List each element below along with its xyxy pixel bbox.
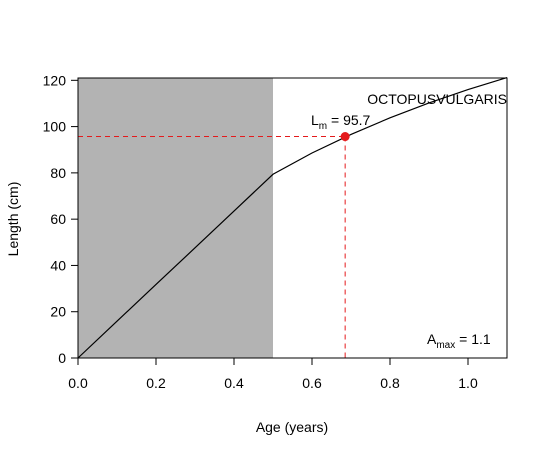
y-tick-label: 80 (50, 165, 66, 181)
lm-value: = 95.7 (327, 112, 370, 128)
growth-curve-line (77, 76, 508, 359)
plot-area (77, 76, 508, 359)
x-tick-label: 0.0 (68, 375, 88, 391)
y-tick-label: 120 (43, 72, 67, 88)
lm-annotation: Lm = 95.7 (311, 112, 371, 132)
y-tick-label: 0 (58, 350, 66, 366)
x-tick-label: 0.4 (224, 375, 244, 391)
maturity-point (340, 132, 350, 142)
amax-subscript: max (436, 340, 455, 351)
lm-symbol: L (311, 112, 319, 128)
amax-annotation: Amax = 1.1 (427, 331, 491, 351)
x-tick-label: 1.0 (458, 375, 478, 391)
lm-subscript: m (319, 121, 327, 132)
axes: 0.0 0.2 0.4 0.6 0.8 1.0 0 20 40 60 80 100 120 (43, 72, 508, 391)
shaded-region (78, 78, 273, 358)
amax-symbol: A (427, 331, 437, 347)
y-tick-label: 60 (50, 211, 66, 227)
species-label: OCTOPUSVULGARIS (367, 91, 507, 107)
y-tick-label: 20 (50, 304, 66, 320)
x-tick-label: 0.2 (146, 375, 166, 391)
amax-value: = 1.1 (455, 331, 491, 347)
y-tick-label: 100 (43, 119, 67, 135)
x-axis-title: Age (years) (256, 419, 328, 435)
y-tick-label: 40 (50, 257, 66, 273)
y-axis-title: Length (cm) (5, 182, 21, 257)
x-tick-label: 0.6 (302, 375, 322, 391)
x-tick-label: 0.8 (380, 375, 400, 391)
